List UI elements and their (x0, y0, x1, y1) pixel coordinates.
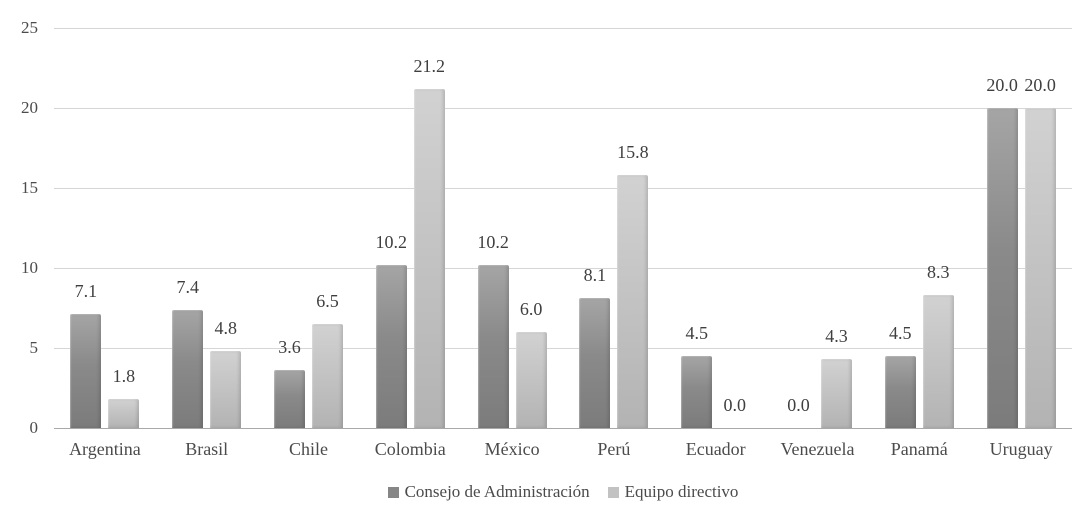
bar-equipo-directivo-mexico (515, 332, 547, 428)
bar-equipo-directivo-chile (312, 324, 343, 428)
value-label: 6.0 (519, 299, 543, 319)
x-axis-category-label: Panamá (890, 439, 948, 459)
value-label: 20.0 (986, 75, 1018, 95)
legend-item-equipo: Equipo directivo (607, 482, 739, 502)
value-label: 4.3 (825, 326, 848, 347)
bar-consejo-de-administracion-brasil (172, 309, 204, 428)
bar-equipo-directivo-brasil (210, 351, 242, 428)
x-axis-category-label: México (484, 439, 540, 459)
bar-consejo-de-administracion-chile (274, 370, 305, 428)
legend-item-consejo: Consejo de Administración (387, 482, 590, 502)
value-label: 20.0 (1024, 75, 1056, 95)
y-axis-tick-label: 20 (21, 98, 38, 117)
y-axis-tick-label: 5 (29, 338, 39, 357)
legend-label-equipo: Equipo directivo (624, 482, 739, 501)
gridline (54, 348, 1072, 349)
bar-consejo-de-administracion-colombia (375, 264, 407, 428)
value-label: 1.8 (112, 366, 136, 387)
x-axis-category-label: Perú (597, 439, 631, 459)
x-axis-category-label: Chile (288, 439, 328, 459)
bar-equipo-directivo-uruguay (1024, 108, 1056, 428)
x-axis-line (54, 428, 1072, 429)
value-label: 8.3 (927, 262, 950, 283)
bar-equipo-directivo-argentina (108, 399, 140, 428)
value-label: 0.0 (787, 395, 810, 415)
value-label: 4.5 (889, 323, 912, 343)
gridline (54, 268, 1072, 269)
x-axis-category-label: Colombia (374, 439, 446, 459)
y-axis-tick-label: 25 (21, 18, 38, 37)
value-label: 10.2 (477, 231, 509, 252)
bar-equipo-directivo-venezuela (821, 359, 852, 428)
gridline (54, 28, 1072, 29)
x-axis-category-label: Brasil (185, 439, 229, 459)
value-label: 7.4 (176, 276, 199, 297)
bar-equipo-directivo-panama (922, 295, 954, 428)
bar-consejo-de-administracion-peru (579, 298, 611, 428)
value-label: 10.2 (375, 231, 408, 252)
value-label: 4.5 (685, 323, 708, 343)
y-axis-tick-label: 10 (21, 258, 38, 277)
x-axis-category-label: Uruguay (989, 439, 1053, 459)
y-axis-tick-label: 0 (29, 418, 39, 437)
value-label: 0.0 (723, 395, 746, 415)
value-label: 21.2 (413, 55, 446, 76)
legend: Consejo de Administración Equipo directi… (54, 482, 1072, 502)
gridline (54, 108, 1072, 109)
legend-swatch-equipo (607, 486, 619, 498)
x-axis-category-label: Ecuador (685, 439, 746, 459)
bar-consejo-de-administracion-mexico (477, 264, 509, 428)
bar-consejo-de-administracion-argentina (70, 314, 102, 428)
value-label: 8.1 (583, 265, 607, 286)
value-label: 3.6 (278, 337, 301, 358)
bar-consejo-de-administracion-uruguay (986, 108, 1018, 428)
x-axis-category-label: Venezuela (780, 439, 855, 459)
value-label: 4.8 (214, 318, 237, 339)
bar-consejo-de-administracion-ecuador (681, 356, 713, 428)
legend-label-consejo: Consejo de Administración (404, 482, 590, 501)
value-label: 6.5 (316, 291, 339, 311)
bar-equipo-directivo-colombia (413, 88, 445, 428)
value-label: 15.8 (617, 142, 649, 163)
value-label: 7.1 (74, 281, 98, 302)
bar-consejo-de-administracion-panama (884, 356, 916, 428)
x-axis-category-label: Argentina (69, 439, 141, 459)
bar-equipo-directivo-peru (617, 175, 649, 428)
legend-swatch-consejo (387, 486, 399, 498)
gridline (54, 188, 1072, 189)
y-axis-tick-label: 15 (21, 178, 38, 197)
